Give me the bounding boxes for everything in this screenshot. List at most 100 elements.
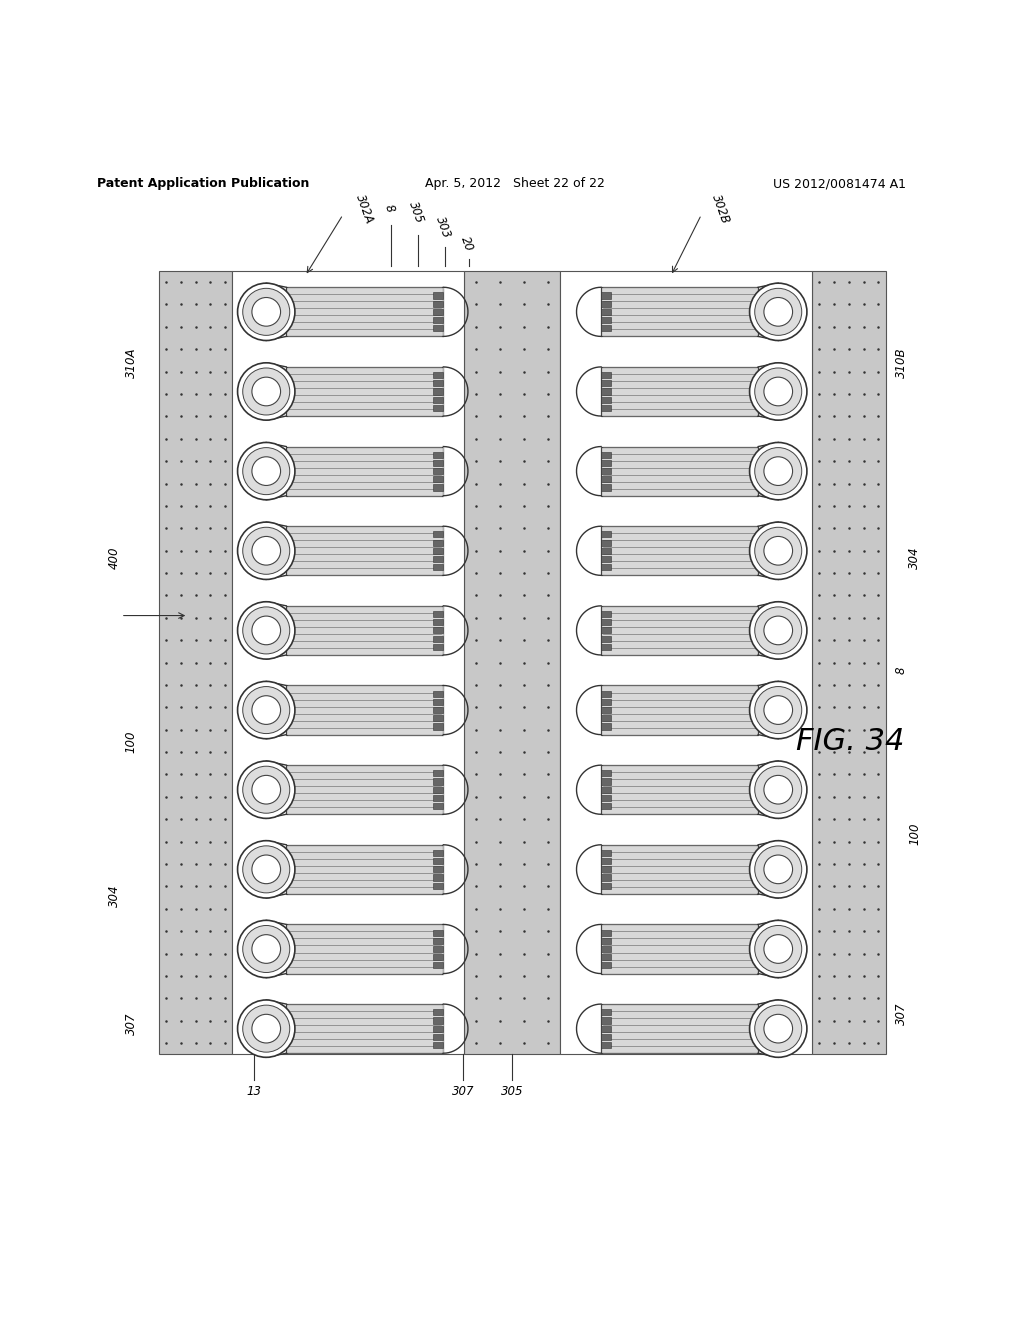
Circle shape [243, 527, 290, 574]
Text: Apr. 5, 2012   Sheet 22 of 22: Apr. 5, 2012 Sheet 22 of 22 [425, 177, 605, 190]
Circle shape [755, 766, 802, 813]
Bar [433, 715, 443, 721]
Circle shape [750, 841, 807, 898]
Bar [287, 1005, 443, 1053]
Bar [433, 946, 443, 952]
Bar [433, 548, 443, 554]
Circle shape [252, 297, 281, 326]
Text: 302B: 302B [710, 193, 732, 226]
Text: 400: 400 [109, 546, 121, 569]
Circle shape [252, 935, 281, 964]
Text: US 2012/0081474 A1: US 2012/0081474 A1 [773, 177, 906, 190]
Bar [601, 367, 758, 416]
Bar [601, 929, 611, 936]
Circle shape [750, 1001, 807, 1057]
Circle shape [750, 602, 807, 659]
Bar [433, 883, 443, 888]
Circle shape [238, 363, 295, 420]
Bar [601, 845, 758, 894]
Circle shape [764, 696, 793, 725]
Text: 100: 100 [908, 822, 921, 845]
Bar [433, 317, 443, 323]
Bar [601, 396, 611, 403]
Circle shape [243, 288, 290, 335]
Bar [287, 685, 443, 735]
Bar [433, 771, 443, 776]
Bar [287, 527, 443, 576]
Circle shape [750, 681, 807, 739]
Bar [601, 446, 758, 496]
Circle shape [238, 841, 295, 898]
Bar [601, 698, 611, 705]
Bar [433, 779, 443, 784]
Bar [601, 1034, 611, 1040]
Circle shape [252, 378, 281, 405]
Circle shape [252, 775, 281, 804]
Bar [601, 766, 758, 814]
Text: 302A: 302A [353, 193, 376, 226]
Bar [601, 787, 611, 793]
Bar [601, 635, 611, 642]
Circle shape [755, 686, 802, 734]
Bar [287, 845, 443, 894]
Bar [601, 372, 611, 378]
Circle shape [750, 363, 807, 420]
Bar [601, 459, 611, 466]
Text: 307: 307 [895, 1002, 907, 1024]
Circle shape [243, 686, 290, 734]
Text: FIG. 34: FIG. 34 [796, 727, 904, 756]
Circle shape [238, 442, 295, 500]
Circle shape [243, 447, 290, 495]
Circle shape [252, 855, 281, 883]
Bar [433, 301, 443, 306]
Bar [433, 937, 443, 944]
Circle shape [243, 607, 290, 653]
Bar [433, 858, 443, 865]
Bar [601, 477, 611, 482]
Bar [601, 1026, 611, 1032]
Bar [601, 723, 611, 730]
Bar [601, 795, 611, 801]
Bar [433, 540, 443, 545]
Circle shape [238, 284, 295, 341]
Circle shape [764, 616, 793, 644]
Bar [601, 301, 611, 306]
Bar [601, 325, 611, 331]
Bar [601, 451, 611, 458]
Bar [601, 1010, 611, 1015]
Bar [560, 271, 812, 1055]
Bar [433, 929, 443, 936]
Bar [433, 459, 443, 466]
Bar [433, 1034, 443, 1040]
Circle shape [764, 536, 793, 565]
Text: 8: 8 [895, 667, 907, 675]
Bar [601, 309, 611, 315]
Bar [601, 946, 611, 952]
Bar [433, 627, 443, 634]
Bar [601, 388, 611, 395]
Bar [433, 293, 443, 298]
Circle shape [243, 925, 290, 973]
Bar [601, 771, 611, 776]
Circle shape [243, 368, 290, 414]
Circle shape [243, 846, 290, 892]
Text: 13: 13 [247, 1085, 261, 1098]
Circle shape [238, 681, 295, 739]
Bar [601, 937, 611, 944]
Bar [433, 325, 443, 331]
Circle shape [764, 855, 793, 883]
Bar [601, 619, 611, 626]
Bar [433, 803, 443, 809]
Bar [601, 611, 611, 618]
Bar [433, 477, 443, 482]
Circle shape [243, 766, 290, 813]
Bar [433, 1010, 443, 1015]
Bar [601, 627, 611, 634]
Bar [433, 723, 443, 730]
Text: 307: 307 [452, 1085, 474, 1098]
Circle shape [238, 602, 295, 659]
Bar [433, 380, 443, 387]
Bar [433, 1041, 443, 1048]
Circle shape [252, 696, 281, 725]
Text: 304: 304 [908, 546, 921, 569]
